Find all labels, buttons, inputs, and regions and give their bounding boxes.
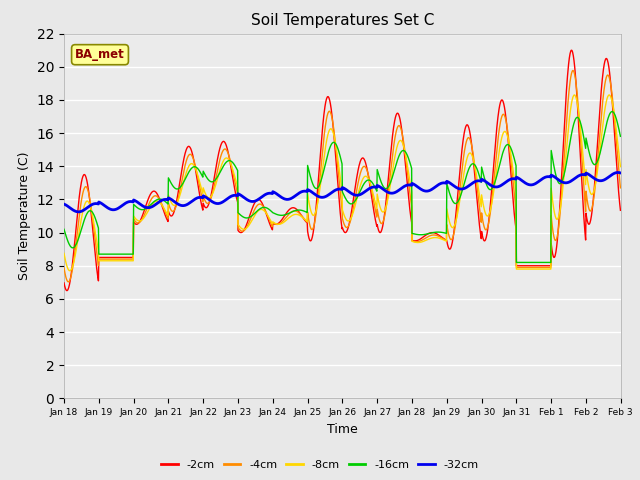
-16cm [556, 180, 563, 186]
-8cm [610, 109, 618, 115]
-16cm [616, 133, 624, 139]
-4cm [556, 220, 563, 226]
-32cm [616, 170, 624, 176]
Line: -32cm: -32cm [64, 172, 620, 212]
-2cm [317, 138, 325, 144]
-8cm [474, 180, 481, 186]
-8cm [60, 251, 68, 256]
-4cm [65, 279, 72, 285]
-32cm [610, 171, 618, 177]
-32cm [75, 209, 83, 215]
-2cm [568, 48, 575, 53]
-32cm [556, 178, 563, 183]
Y-axis label: Soil Temperature (C): Soil Temperature (C) [18, 152, 31, 280]
-2cm [60, 280, 68, 286]
-32cm [60, 201, 68, 207]
Line: -16cm: -16cm [64, 111, 620, 263]
-4cm [610, 110, 618, 116]
-16cm [610, 110, 618, 116]
Line: -2cm: -2cm [64, 50, 620, 290]
-8cm [148, 203, 156, 208]
Line: -4cm: -4cm [64, 71, 620, 282]
-32cm [614, 169, 621, 175]
-2cm [63, 288, 71, 293]
Title: Soil Temperatures Set C: Soil Temperatures Set C [251, 13, 434, 28]
-8cm [328, 127, 336, 132]
-16cm [147, 202, 155, 207]
-32cm [317, 194, 325, 200]
-4cm [60, 265, 68, 271]
-4cm [616, 185, 624, 191]
-4cm [569, 68, 577, 73]
-2cm [148, 190, 156, 196]
-4cm [474, 189, 481, 195]
-16cm [513, 260, 520, 265]
-8cm [616, 164, 624, 169]
-2cm [474, 204, 481, 210]
-16cm [608, 108, 616, 114]
-2cm [556, 214, 563, 220]
Legend: -2cm, -4cm, -8cm, -16cm, -32cm: -2cm, -4cm, -8cm, -16cm, -32cm [157, 456, 483, 474]
-8cm [570, 92, 578, 98]
-16cm [317, 178, 325, 183]
-2cm [328, 112, 336, 118]
X-axis label: Time: Time [327, 423, 358, 436]
-16cm [60, 227, 68, 232]
-32cm [328, 190, 336, 195]
-2cm [610, 122, 618, 128]
-4cm [317, 160, 325, 166]
-8cm [66, 268, 74, 274]
Line: -8cm: -8cm [64, 95, 620, 271]
Text: BA_met: BA_met [75, 48, 125, 61]
-4cm [148, 196, 156, 202]
-4cm [328, 114, 336, 120]
-16cm [328, 141, 335, 147]
-8cm [317, 175, 325, 180]
-2cm [616, 207, 624, 213]
-8cm [556, 212, 563, 217]
-32cm [148, 204, 156, 210]
-32cm [474, 178, 481, 184]
-16cm [474, 167, 481, 172]
